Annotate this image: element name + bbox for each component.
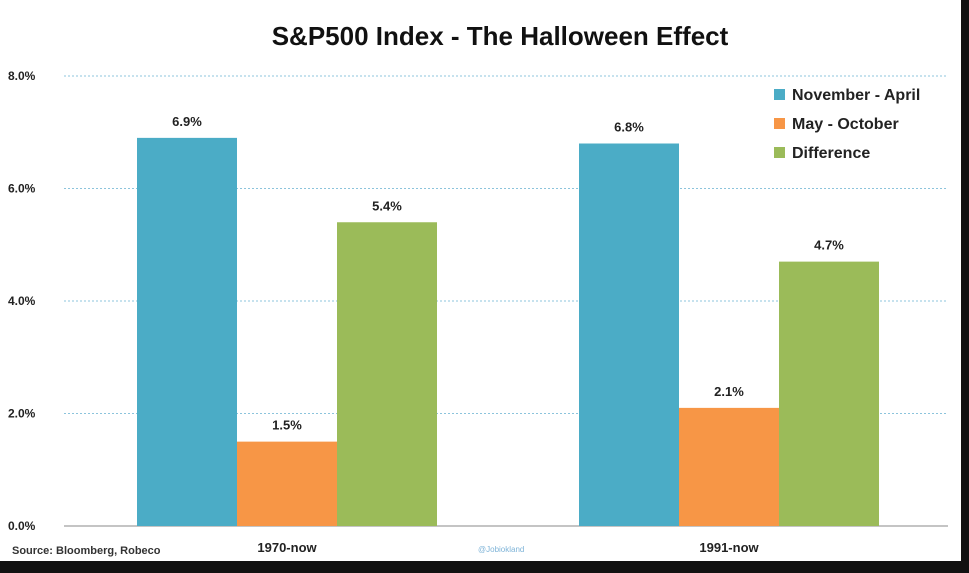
y-axis-ticks: 0.0% 2.0% 4.0% 6.0% 8.0%	[8, 69, 36, 533]
y-tick-label: 6.0%	[8, 182, 36, 196]
source-note: Source: Bloomberg, Robeco	[12, 545, 161, 557]
legend-swatch	[774, 147, 785, 158]
legend-label: May - October	[792, 116, 899, 133]
bar-difference-2	[779, 261, 879, 526]
legend-swatch	[774, 89, 785, 100]
data-label: 4.7%	[814, 238, 844, 253]
bar-may-october-2	[679, 407, 779, 526]
bar-difference-1	[337, 222, 437, 526]
x-category-label: 1991-now	[699, 540, 759, 555]
bar-may-october-1	[237, 441, 337, 526]
legend-swatch	[774, 118, 785, 129]
data-label: 1.5%	[272, 418, 302, 433]
data-label: 5.4%	[372, 198, 402, 213]
legend-label: Difference	[792, 145, 870, 162]
y-tick-label: 2.0%	[8, 407, 36, 421]
x-category-label: 1970-now	[257, 540, 317, 555]
bar-november-april-1	[137, 137, 237, 526]
x-axis-categories: 1970-now 1991-now	[257, 540, 759, 555]
data-labels: 6.9% 1.5% 5.4% 6.8% 2.1% 4.7%	[172, 114, 844, 433]
data-label: 2.1%	[714, 384, 744, 399]
bar-november-april-2	[579, 143, 679, 526]
bar-chart: S&P500 Index - The Halloween Effect 0.0%…	[8, 21, 948, 557]
legend-label: November - April	[792, 87, 920, 104]
y-tick-label: 8.0%	[8, 69, 36, 83]
y-tick-label: 4.0%	[8, 294, 36, 308]
chart-title: S&P500 Index - The Halloween Effect	[272, 21, 729, 51]
data-label: 6.8%	[614, 120, 644, 135]
watermark: @Jobiokland	[478, 545, 524, 554]
y-tick-label: 0.0%	[8, 519, 36, 533]
legend: November - April May - October Difference	[774, 87, 920, 162]
data-label: 6.9%	[172, 114, 202, 129]
bars	[137, 137, 879, 526]
